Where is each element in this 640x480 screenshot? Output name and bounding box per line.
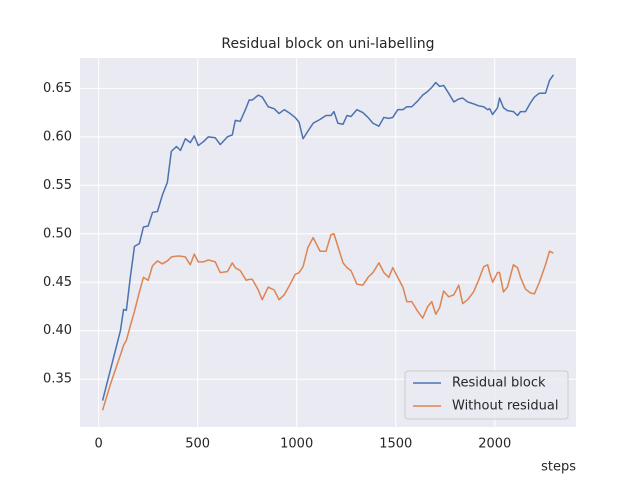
x-axis-label: steps	[541, 460, 576, 475]
x-tick-label: 1500	[379, 437, 412, 452]
chart-title: Residual block on uni-labelling	[221, 36, 434, 52]
legend-box	[404, 370, 569, 420]
y-tick-label: 0.40	[43, 323, 72, 338]
line-series	[101, 233, 554, 411]
x-tick-label: 0	[94, 437, 102, 452]
y-tick-label: 0.35	[43, 372, 72, 387]
x-tick-label: 1000	[280, 437, 313, 452]
x-tick-label: 500	[185, 437, 210, 452]
y-tick-label: 0.55	[43, 178, 72, 193]
line-series	[101, 74, 555, 401]
y-tick-label: 0.45	[43, 275, 72, 290]
y-tick-label: 0.50	[43, 226, 72, 241]
legend-label: Without residual	[452, 399, 558, 414]
x-tick-label: 2000	[478, 437, 511, 452]
y-tick-label: 0.60	[43, 129, 72, 144]
y-tick-label: 0.65	[43, 81, 72, 96]
legend-label: Residual block	[452, 376, 546, 391]
